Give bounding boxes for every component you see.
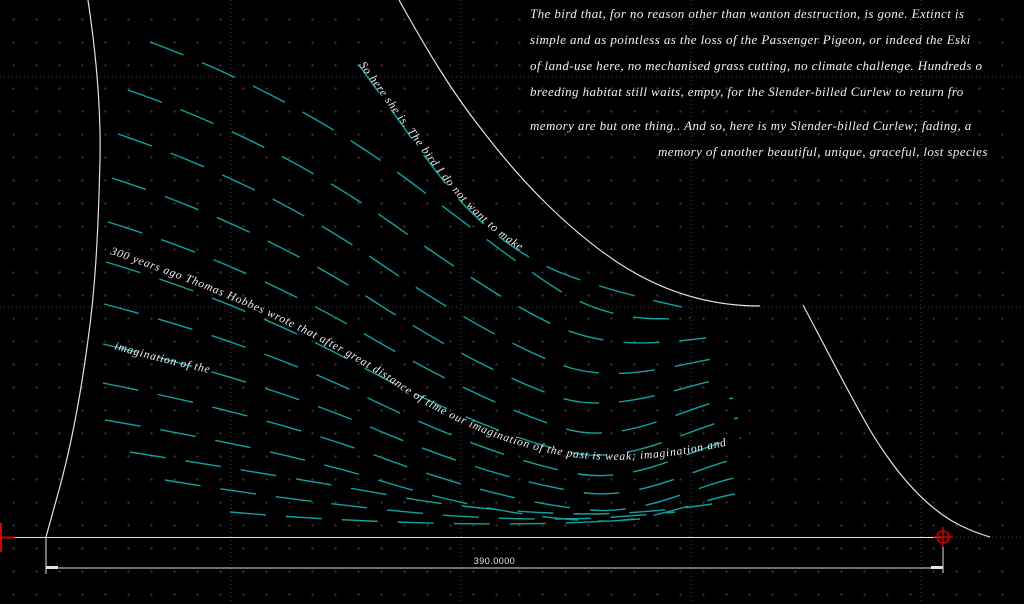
dimension-value-label: 390.0000 [473,556,516,566]
paragraph-line: of land-use here, no mechanised grass cu… [530,58,983,73]
flow-curve[interactable] [357,63,683,308]
paragraph-line: breeding habitat still waits, empty, for… [530,84,964,99]
flow-curve[interactable] [111,177,728,404]
flow-curve[interactable] [164,479,676,520]
flow-curve[interactable] [104,419,736,522]
flow-curve[interactable] [229,511,641,525]
boundary-arc[interactable] [802,304,991,538]
path-text-imagination[interactable]: imagination of the [113,340,211,376]
linear-dimension[interactable] [15,537,944,574]
flow-curves[interactable] [102,41,743,525]
flow-curve[interactable] [107,221,734,434]
paragraph-line: memory of another beautiful, unique, gra… [658,144,988,159]
paragraph-line: memory are but one thing.. And so, here … [530,118,972,133]
paragraph-line: simple and as pointless as the loss of t… [530,32,971,47]
flow-curve[interactable] [105,261,739,456]
annotation-paragraph[interactable]: The bird that, for no reason other than … [530,1,1024,165]
flow-curve[interactable] [149,41,691,320]
flow-curve[interactable] [102,382,741,512]
flow-curve[interactable] [127,89,707,344]
boundary-arc[interactable] [398,0,761,307]
flow-curve[interactable] [102,343,743,495]
boundary-curves[interactable] [45,0,991,538]
flow-curve[interactable] [117,133,719,375]
flow-curve[interactable] [129,451,713,515]
endpoint-markers[interactable] [0,523,953,552]
path-text-so-here-she-is[interactable]: So here she is. The bird I do not want t… [357,60,526,254]
paragraph-line: The bird that, for no reason other than … [530,6,965,21]
path-text-hobbes-quote[interactable]: 300 years ago Thomas Hobbes wrote that a… [108,245,728,463]
boundary-arc[interactable] [45,0,101,538]
flow-curve[interactable] [103,303,742,477]
